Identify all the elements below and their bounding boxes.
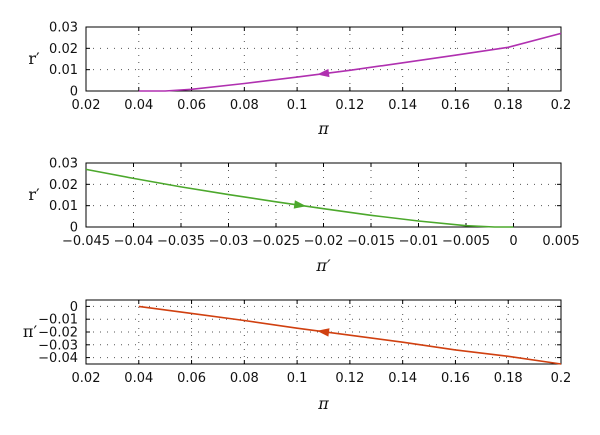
x-tick-label: 0.06 — [177, 371, 206, 386]
y-tick-label: −0.02 — [38, 326, 78, 341]
plot-frame — [85, 162, 562, 228]
y-axis-label: r′ — [28, 49, 40, 68]
x-tick-label: 0.005 — [542, 234, 579, 249]
x-tick-label: 0 — [509, 234, 517, 249]
x-tick-label: −0.03 — [209, 234, 249, 249]
x-tick-label: 0.14 — [388, 98, 417, 113]
direction-arrow-marker — [317, 328, 330, 337]
y-tick-label: 0.03 — [49, 157, 78, 172]
x-tick-label: 0.1 — [287, 371, 308, 386]
series-line — [85, 168, 514, 228]
x-tick-label: 0.2 — [551, 98, 572, 113]
y-tick-label: −0.01 — [38, 313, 78, 328]
x-tick-label: 0.1 — [287, 98, 308, 113]
y-axis-label: π′ — [23, 322, 38, 341]
y-tick-label: 0.01 — [49, 199, 78, 214]
x-tick-label: 0.2 — [551, 371, 572, 386]
x-axis-label: π — [317, 394, 329, 413]
x-tick-label: 0.08 — [230, 98, 259, 113]
x-tick-label: −0.035 — [157, 234, 205, 249]
y-tick-label: 0 — [70, 221, 78, 236]
y-tick-label: 0 — [70, 85, 78, 100]
x-tick-label: 0.16 — [441, 371, 470, 386]
y-tick-label: 0.02 — [49, 42, 78, 57]
x-tick-label: −0.025 — [252, 234, 300, 249]
x-axis-label: π′ — [315, 256, 331, 275]
y-tick-label: 0.02 — [49, 178, 78, 193]
y-tick-label: 0.01 — [49, 63, 78, 78]
x-axis-label: π — [317, 119, 329, 138]
chart-panel-1: 0.02 0.04 0.06 0.08 0.1 0.12 0.14 0.16 0.18 0.200… — [28, 21, 571, 139]
direction-arrow-marker — [293, 200, 307, 209]
plot-frame — [85, 26, 562, 92]
y-tick-label: 0.03 — [49, 21, 78, 36]
x-tick-label: −0.005 — [442, 234, 490, 249]
y-tick-label: −0.03 — [38, 338, 78, 353]
series-line — [138, 305, 562, 365]
x-tick-label: 0.04 — [124, 371, 153, 386]
x-tick-label: 0.02 — [72, 371, 101, 386]
x-tick-label: 0.14 — [388, 371, 417, 386]
x-tick-label: −0.02 — [304, 234, 344, 249]
x-tick-label: 0.16 — [441, 98, 470, 113]
x-tick-label: 0.02 — [72, 98, 101, 113]
x-tick-label: 0.12 — [335, 98, 364, 113]
direction-arrow-marker — [317, 68, 330, 78]
chart-panel-3: 0.02 0.04 0.06 0.08 0.1 0.12 0.14 0.16 0.18 0.20−… — [23, 299, 572, 413]
x-tick-label: 0.12 — [335, 371, 364, 386]
x-tick-label: −0.04 — [114, 234, 154, 249]
x-tick-label: 0.06 — [177, 98, 206, 113]
x-tick-label: −0.045 — [62, 234, 110, 249]
x-tick-label: −0.015 — [347, 234, 395, 249]
x-tick-label: 0.18 — [494, 371, 523, 386]
x-tick-label: −0.01 — [399, 234, 439, 249]
y-axis-label: r′ — [28, 185, 40, 204]
x-tick-label: 0.08 — [230, 371, 259, 386]
y-tick-label: 0 — [70, 300, 78, 315]
y-tick-label: −0.04 — [38, 351, 78, 366]
chart-panel-2: −0.045 −0.04 −0.035 −0.03 −0.025 −0.02 −0.015−… — [28, 157, 579, 276]
x-tick-label: 0.18 — [494, 98, 523, 113]
x-tick-label: 0.04 — [124, 98, 153, 113]
